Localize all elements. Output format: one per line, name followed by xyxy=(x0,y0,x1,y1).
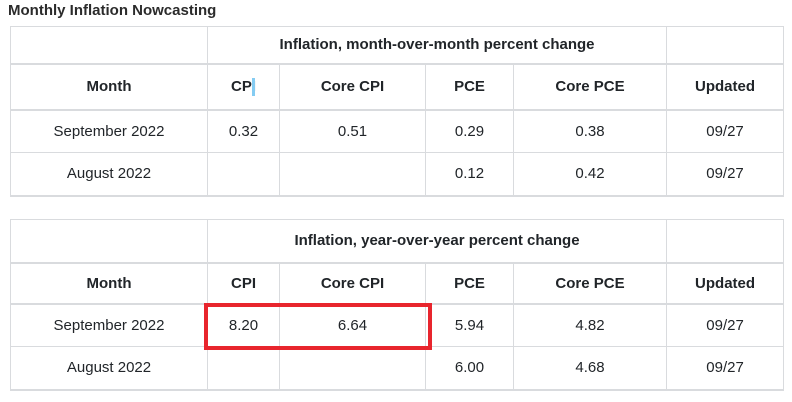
yoy-col-header-core-cpi: Core CPI xyxy=(279,262,426,305)
yoy-group-header-row: Inflation, year-over-year percent change xyxy=(10,219,785,264)
yoy-sep-cpi-cell: 8.20 xyxy=(207,303,280,347)
mom-col-header-updated: Updated xyxy=(666,63,785,111)
table-row: August 2022 6.00 4.68 09/27 xyxy=(10,346,785,391)
yoy-aug-updated-cell: 09/27 xyxy=(666,346,785,391)
mom-sep-pce-cell: 0.29 xyxy=(425,109,514,153)
yoy-group-caption: Inflation, year-over-year percent change xyxy=(206,219,668,264)
mom-sep-updated-cell: 09/27 xyxy=(666,109,785,153)
yoy-col-header-updated: Updated xyxy=(666,262,785,305)
yoy-group-empty-right xyxy=(666,219,785,264)
mom-table: Inflation, month-over-month percent chan… xyxy=(10,26,785,197)
table-row: August 2022 0.12 0.42 09/27 xyxy=(10,152,785,197)
mom-col-header-core-pce: Core PCE xyxy=(512,63,668,111)
table-row: September 2022 8.20 6.64 5.94 4.82 09/27 xyxy=(10,303,785,347)
yoy-column-header-row: Month CPI Core CPI PCE Core PCE Updated xyxy=(10,262,785,305)
mom-aug-core-cpi-cell xyxy=(279,152,426,197)
mom-aug-pce-cell: 0.12 xyxy=(425,152,514,197)
mom-aug-updated-cell: 09/27 xyxy=(666,152,785,197)
yoy-aug-month-cell: August 2022 xyxy=(10,346,208,391)
yoy-aug-core-pce-cell: 4.68 xyxy=(512,346,668,391)
mom-col-header-cpi: CPI xyxy=(207,63,280,111)
yoy-table: Inflation, year-over-year percent change… xyxy=(10,219,785,391)
mom-col-header-month: Month xyxy=(10,63,208,111)
yoy-col-header-core-pce: Core PCE xyxy=(512,262,668,305)
mom-sep-cpi-cell: 0.32 xyxy=(207,109,280,153)
page-title: Monthly Inflation Nowcasting xyxy=(8,2,217,19)
mom-group-empty-right xyxy=(666,26,785,65)
mom-aug-month-cell: August 2022 xyxy=(10,152,208,197)
mom-aug-core-pce-cell: 0.42 xyxy=(512,152,668,197)
yoy-group-empty-left xyxy=(10,219,208,264)
mom-group-header-row: Inflation, month-over-month percent chan… xyxy=(10,26,785,65)
mom-aug-cpi-cell xyxy=(207,152,280,197)
mom-sep-core-pce-cell: 0.38 xyxy=(512,109,668,153)
table-row: September 2022 0.32 0.51 0.29 0.38 09/27 xyxy=(10,109,785,153)
yoy-col-header-pce: PCE xyxy=(425,262,514,305)
yoy-aug-core-cpi-cell xyxy=(279,346,426,391)
mom-group-empty-left xyxy=(10,26,208,65)
yoy-aug-cpi-cell xyxy=(207,346,280,391)
mom-col-header-core-cpi: Core CPI xyxy=(279,63,426,111)
yoy-sep-core-cpi-cell: 6.64 xyxy=(279,303,426,347)
yoy-aug-pce-cell: 6.00 xyxy=(425,346,514,391)
yoy-sep-pce-cell: 5.94 xyxy=(425,303,514,347)
mom-column-header-row: Month CPI Core CPI PCE Core PCE Updated xyxy=(10,63,785,111)
yoy-sep-month-cell: September 2022 xyxy=(10,303,208,347)
yoy-sep-updated-cell: 09/27 xyxy=(666,303,785,347)
mom-sep-month-cell: September 2022 xyxy=(10,109,208,153)
mom-col-header-pce: PCE xyxy=(425,63,514,111)
yoy-col-header-cpi: CPI xyxy=(207,262,280,305)
mom-sep-core-cpi-cell: 0.51 xyxy=(279,109,426,153)
yoy-col-header-month: Month xyxy=(10,262,208,305)
mom-group-caption: Inflation, month-over-month percent chan… xyxy=(206,26,668,65)
yoy-sep-core-pce-cell: 4.82 xyxy=(512,303,668,347)
